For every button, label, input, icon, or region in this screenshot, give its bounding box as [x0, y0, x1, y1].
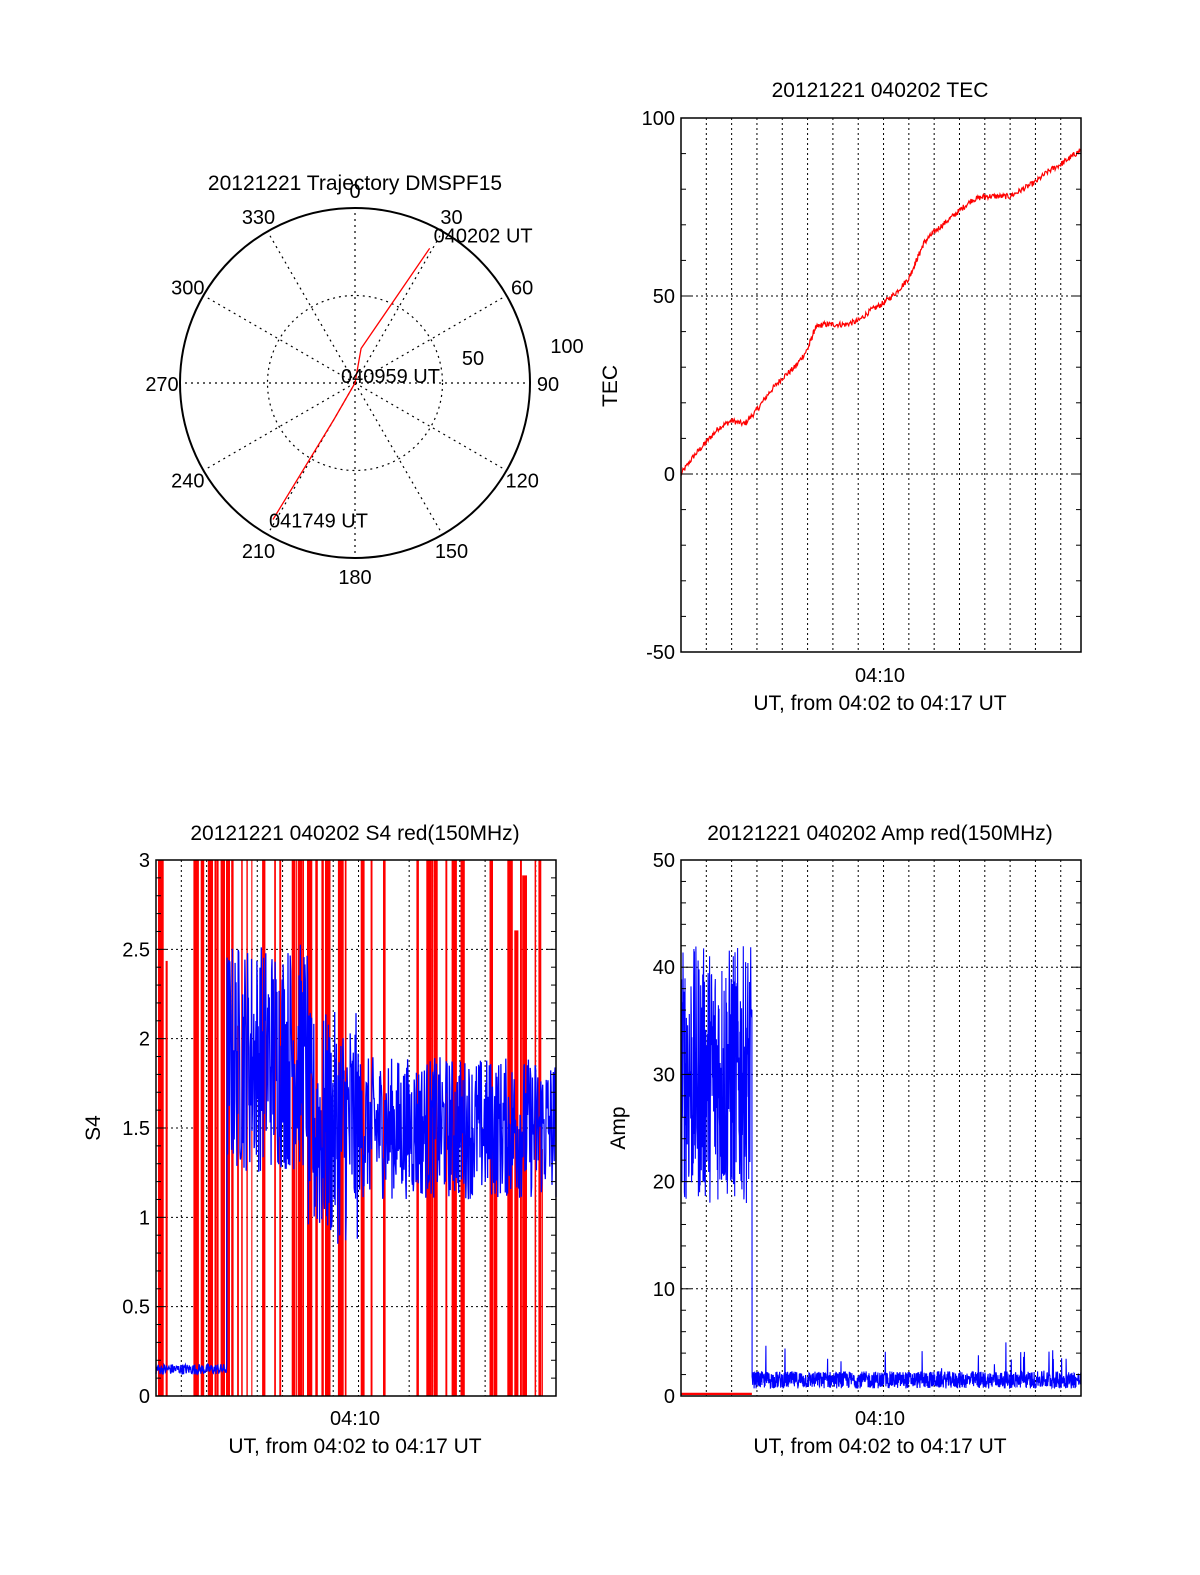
s4-red-bar [431, 860, 434, 1396]
s4-red-bar [451, 860, 457, 1396]
tec-y-tick-label: 50 [653, 286, 675, 308]
s4-blue-series [155, 944, 557, 1376]
amp-y-tick-label: 0 [664, 1386, 675, 1408]
s4-red-bar [193, 860, 199, 1396]
polar-trajectory-chart: 20121221 Trajectory DMSPF15 0 30 60 90 120 15… [145, 172, 583, 589]
tec-series-line [680, 148, 1081, 476]
amp-blue-series [680, 946, 1082, 1390]
polar-azimuth-label: 60 [511, 278, 533, 300]
tec-plot-area: -50 0 50 100 [642, 108, 1082, 664]
polar-azimuth-label: 180 [338, 567, 371, 589]
polar-azimuth-label: 300 [171, 278, 204, 300]
polar-inner-ring [266, 294, 444, 472]
s4-plot-area: 0 0.5 1 1.5 2 2.5 3 [122, 850, 557, 1408]
tec-x-axis-label: UT, from 04:02 to 04:17 UT [753, 692, 1006, 715]
s4-red-bar [538, 860, 542, 1396]
amp-y-tick-label: 40 [653, 957, 675, 979]
s4-y-tick-label: 0 [139, 1386, 150, 1408]
polar-azimuth-label: 240 [171, 471, 204, 493]
s4-x-tick-label: 04:10 [330, 1408, 380, 1430]
polar-azimuth-label: 150 [435, 541, 468, 563]
s4-red-bar [220, 860, 225, 1396]
polar-spoke [354, 382, 444, 535]
tec-chart-title: 20121221 040202 TEC [772, 79, 989, 102]
polar-azimuth-label: 0 [349, 181, 360, 203]
tec-frame [680, 117, 1082, 653]
polar-labels: 0 30 60 90 120 150 180 210 240 270 300 330 50 100 [145, 181, 583, 589]
polar-trajectory-label: 040202 UT [434, 225, 533, 247]
polar-chart-title: 20121221 Trajectory DMSPF15 [208, 172, 502, 195]
s4-red-bar [200, 860, 205, 1396]
amp-chart-title: 20121221 040202 Amp red(150MHz) [707, 822, 1053, 845]
polar-spoke [354, 382, 507, 472]
tec-y-tick-label: 100 [642, 108, 675, 130]
s4-y-axis-label: S4 [82, 1115, 105, 1141]
amp-y-tick-label: 20 [653, 1172, 675, 1194]
s4-red-bar [445, 860, 448, 1396]
tec-y-tick-label: -50 [646, 642, 675, 664]
s4-red-bar [541, 1149, 543, 1396]
tec-x-tick-label: 04:10 [855, 665, 905, 687]
amp-y-tick-label: 30 [653, 1064, 675, 1086]
s4-chart-title: 20121221 040202 S4 red(150MHz) [190, 822, 519, 845]
polar-spoke [354, 294, 507, 384]
amp-chart: 20121221 040202 Amp red(150MHz) 0 10 20 30 4… [607, 822, 1082, 1458]
polar-azimuth-label: 330 [242, 207, 275, 229]
polar-trajectory: 040202 UT 040959 UT 041749 UT [269, 225, 533, 532]
s4-red-bar [237, 1025, 239, 1396]
s4-y-tick-label: 3 [139, 850, 150, 872]
polar-spoke [354, 231, 444, 384]
s4-y-tick-label: 1 [139, 1207, 150, 1229]
polar-grid [179, 207, 531, 559]
amp-plot-area: 0 10 20 30 40 50 [653, 850, 1082, 1408]
polar-trajectory-line [272, 247, 431, 520]
polar-azimuth-label: 30 [440, 207, 462, 229]
polar-outer-ring [179, 207, 531, 559]
s4-red-bar [426, 860, 432, 1396]
s4-y-tick-label: 0.5 [122, 1297, 150, 1319]
amp-x-tick-label: 04:10 [855, 1408, 905, 1430]
polar-spoke [203, 294, 356, 384]
s4-y-tick-label: 1.5 [122, 1118, 150, 1140]
s4-red-bar [216, 860, 219, 1396]
polar-spoke [203, 382, 356, 472]
polar-spoke [266, 382, 356, 535]
s4-y-tick-label: 2 [139, 1029, 150, 1051]
s4-red-bar [207, 860, 213, 1396]
polar-trajectory-label: 040959 UT [341, 366, 440, 388]
polar-azimuth-label: 120 [505, 471, 538, 493]
polar-azimuth-label: 210 [242, 541, 275, 563]
s4-x-axis-label: UT, from 04:02 to 04:17 UT [228, 1435, 481, 1458]
s4-red-bar [534, 860, 537, 1396]
polar-radial-label: 50 [462, 348, 484, 370]
s4-chart: 20121221 040202 S4 red(150MHz) 0 0.5 1 1.5 2… [82, 822, 557, 1458]
polar-azimuth-label: 90 [537, 374, 559, 396]
tec-y-axis-label: TEC [599, 365, 622, 407]
s4-red-bar [493, 1165, 498, 1396]
amp-y-tick-label: 50 [653, 850, 675, 872]
polar-spoke [266, 231, 356, 384]
amp-x-axis-label: UT, from 04:02 to 04:17 UT [753, 1435, 1006, 1458]
amp-y-tick-label: 10 [653, 1279, 675, 1301]
s4-red-bar [274, 860, 276, 1396]
s4-y-tick-label: 2.5 [122, 939, 150, 961]
amp-frame [680, 859, 1082, 1397]
tec-chart: 20121221 040202 TEC -50 0 50 100 UT, from 0… [599, 79, 1082, 715]
s4-red-bar [165, 960, 168, 1396]
amp-y-axis-label: Amp [607, 1106, 630, 1149]
polar-trajectory-label: 041749 UT [269, 511, 368, 533]
s4-red-bar [214, 860, 217, 1396]
tec-y-tick-label: 0 [664, 464, 675, 486]
polar-azimuth-label: 270 [145, 374, 178, 396]
polar-radial-label: 100 [550, 336, 583, 358]
